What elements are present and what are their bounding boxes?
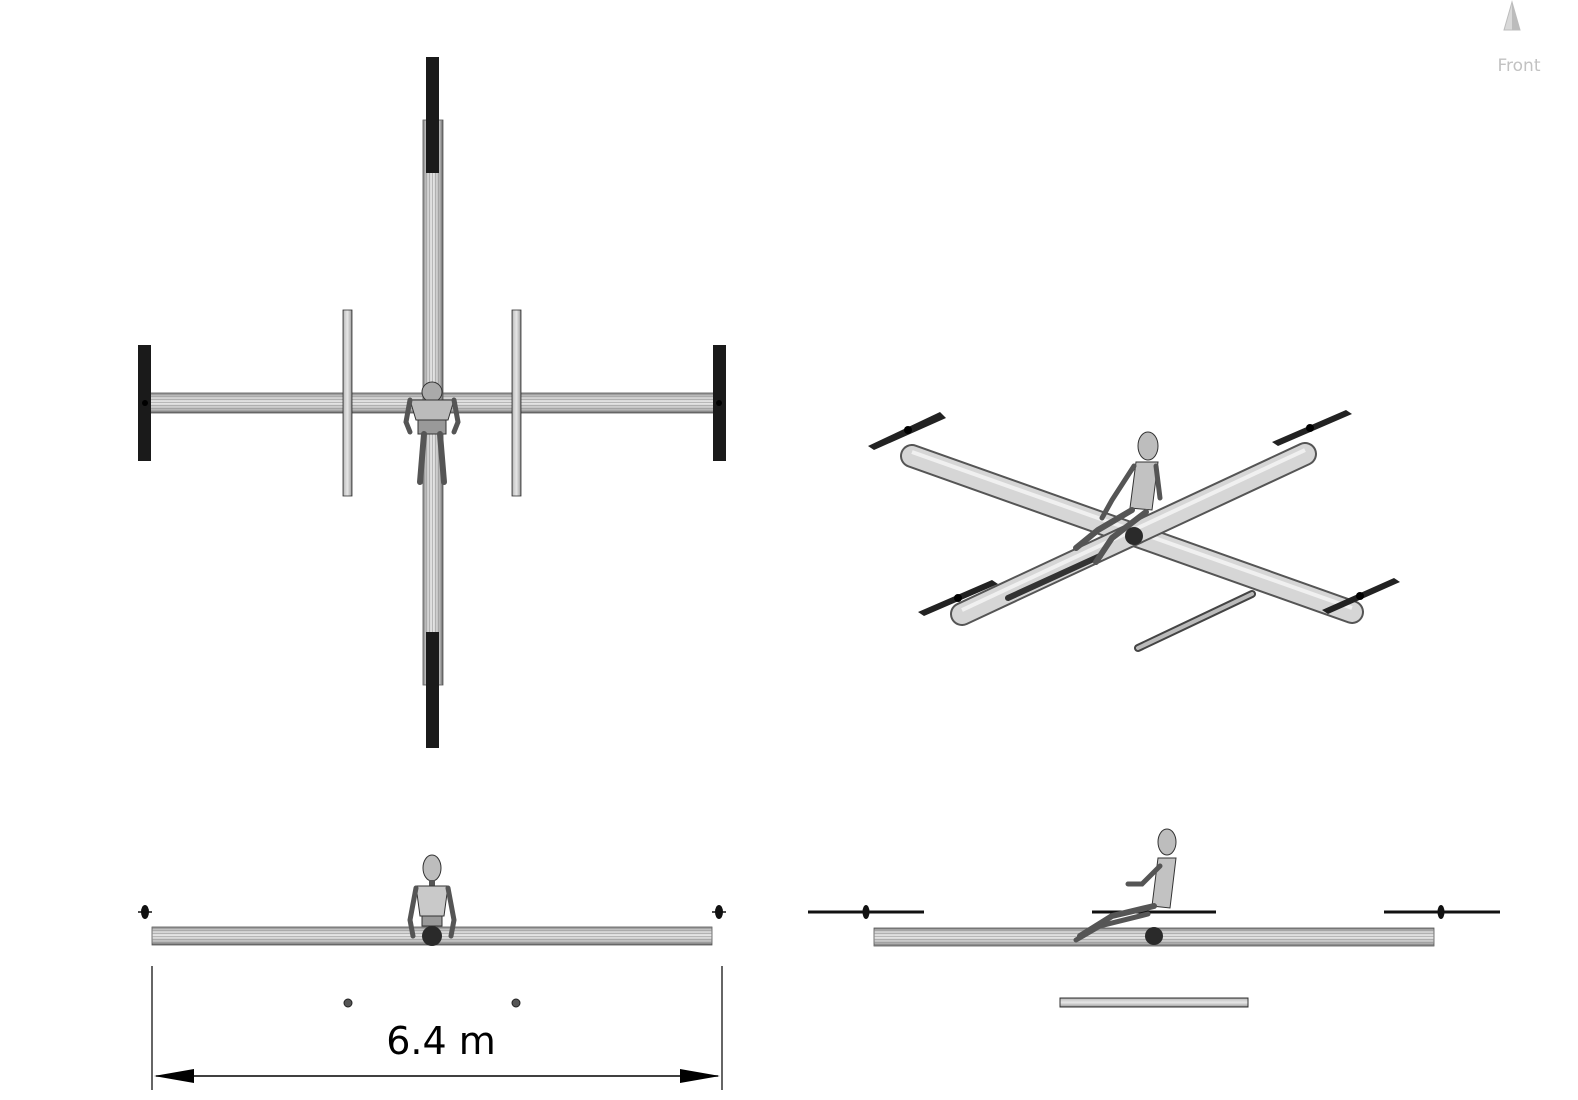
- arrow-right-icon: [680, 1069, 720, 1083]
- rotor-blade-top: [426, 57, 439, 173]
- dimension-label: 6.4 m: [386, 1019, 496, 1063]
- rotor-hub-left: [138, 905, 152, 919]
- front-view: [138, 855, 726, 1008]
- skid-right: [511, 309, 522, 497]
- top-view: [138, 57, 726, 748]
- dimension-annotation: 6.4 m: [151, 966, 723, 1090]
- side-view: [808, 828, 1500, 1008]
- skid-left: [342, 309, 353, 497]
- side-pilot-figure: [1073, 828, 1177, 945]
- view-cube-widget[interactable]: Front: [1498, 0, 1541, 76]
- rotor-blade-bottom: [426, 632, 439, 748]
- isometric-view: [868, 410, 1400, 652]
- arrow-left-icon: [154, 1069, 194, 1083]
- rotor-hub-right: [712, 905, 726, 919]
- pilot-figure: [403, 381, 461, 485]
- view-cube-label[interactable]: Front: [1498, 56, 1541, 76]
- iso-pilot-figure: [1073, 431, 1163, 565]
